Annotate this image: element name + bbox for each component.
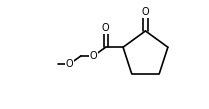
Text: O: O (89, 51, 97, 61)
Text: O: O (142, 7, 149, 17)
Text: O: O (66, 59, 74, 69)
Text: O: O (102, 23, 110, 33)
